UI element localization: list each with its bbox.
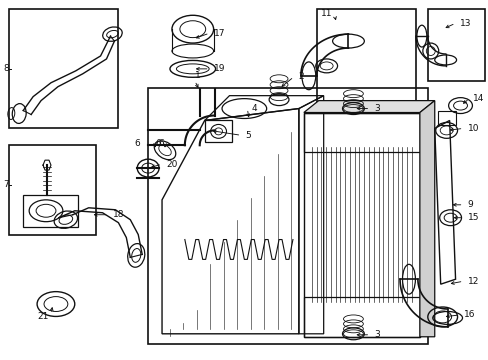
Text: 17: 17	[213, 29, 224, 38]
Bar	[303, 113, 419, 152]
Text: 7: 7	[3, 180, 9, 189]
Text: 13: 13	[459, 19, 470, 28]
Text: 4: 4	[251, 104, 256, 113]
Text: 6: 6	[134, 139, 140, 148]
Text: 12: 12	[467, 277, 478, 286]
Bar	[427, 9, 484, 81]
Bar	[23, 195, 78, 227]
Text: 3: 3	[373, 330, 379, 339]
Text: 1: 1	[194, 71, 200, 80]
Text: 21: 21	[37, 312, 49, 321]
Bar	[316, 9, 415, 111]
Text: 9: 9	[467, 200, 472, 209]
Text: 16: 16	[463, 310, 474, 319]
Text: 18: 18	[112, 210, 123, 219]
Text: 15: 15	[467, 213, 478, 222]
Text: 5: 5	[245, 131, 250, 140]
Bar	[437, 111, 455, 125]
Text: 2: 2	[297, 72, 303, 81]
Text: 3: 3	[373, 104, 379, 113]
Bar	[9, 9, 118, 129]
Text: 11: 11	[320, 9, 331, 18]
Text: 6: 6	[158, 139, 163, 148]
Text: 14: 14	[472, 94, 484, 103]
Bar	[303, 297, 419, 337]
Text: 19: 19	[213, 64, 224, 73]
Bar	[204, 121, 232, 142]
Text: 20: 20	[165, 159, 177, 168]
Bar	[9, 145, 95, 235]
Polygon shape	[303, 100, 434, 113]
Bar	[148, 88, 427, 344]
Text: 6: 6	[155, 139, 161, 148]
Bar	[303, 113, 419, 337]
Text: 10: 10	[467, 124, 478, 133]
Polygon shape	[419, 100, 434, 337]
Text: 8: 8	[3, 64, 9, 73]
